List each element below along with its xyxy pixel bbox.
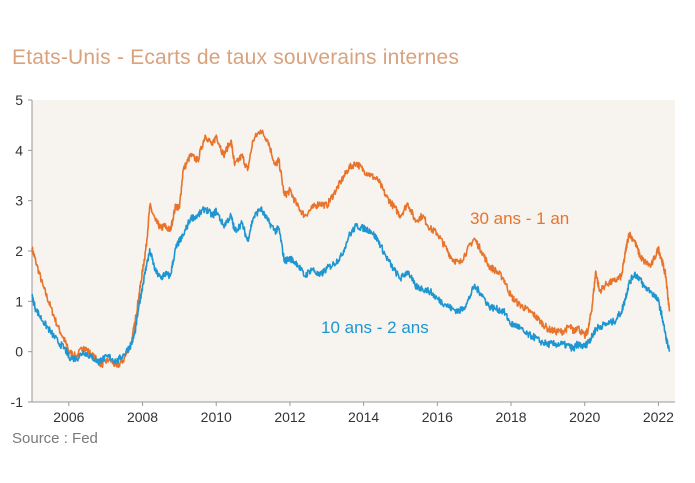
x-ticks: 2006 2008 2010 2012 2014 2016 2018 2020 2022 [53,402,674,425]
x-tick-label: 2014 [348,409,379,425]
series-lines [31,129,671,369]
y-tick-label: -1 [11,394,24,410]
series-line-10-2 [31,206,671,366]
y-tick-label: 3 [15,193,23,209]
x-tick-label: 2020 [569,409,600,425]
x-tick-label: 2018 [495,409,526,425]
x-tick-label: 2022 [643,409,674,425]
y-tick-label: 5 [15,92,23,108]
series-label-30-1: 30 ans - 1 an [470,209,569,228]
y-tick-label: 0 [15,344,23,360]
y-tick-label: 1 [15,293,23,309]
y-tick-label: 4 [15,142,23,158]
y-tick-label: 2 [15,243,23,259]
chart-title: Etats-Unis - Ecarts de taux souverains i… [12,46,460,69]
x-tick-label: 2016 [422,409,453,425]
y-ticks: 5 4 3 2 1 0 -1 [11,92,32,410]
x-tick-label: 2006 [53,409,84,425]
x-tick-label: 2008 [127,409,158,425]
x-tick-label: 2010 [201,409,232,425]
x-tick-label: 2012 [274,409,305,425]
plot-area [32,100,675,402]
series-line-30-1 [31,129,671,369]
source-note: Source : Fed [12,430,98,447]
series-label-10-2: 10 ans - 2 ans [321,318,429,337]
